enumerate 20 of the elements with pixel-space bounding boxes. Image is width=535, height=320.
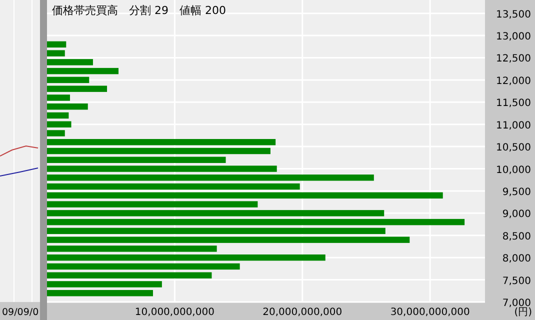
y-tick-label: 7,500 (502, 276, 531, 287)
y-tick-label: 8,000 (502, 254, 531, 265)
y-tick-label: 10,500 (496, 142, 531, 154)
y-tick-label: 11,500 (496, 98, 531, 110)
y-tick-label: 9,500 (502, 186, 531, 198)
chart-title: 価格帯売買高 分割 29 値幅 200 (52, 4, 226, 17)
y-tick-label: 12,000 (496, 76, 531, 87)
x-tick-label: 30,000,000,000 (390, 307, 470, 318)
x-tick-label: 20,000,000,000 (262, 307, 342, 318)
y-tick-label: 13,500 (496, 9, 531, 20)
y-tick-label: 8,500 (502, 231, 531, 242)
y-tick-label: 7,000 (502, 298, 531, 309)
y-tick-label: 13,000 (496, 32, 531, 43)
x-axis-title: (円) (514, 307, 532, 318)
text: 09/09/0 (2, 307, 39, 318)
y-tick-label: 9,000 (502, 209, 531, 220)
y-tick-label: 10,000 (496, 164, 531, 176)
y-tick-label: 12,500 (496, 54, 531, 65)
y-tick-label: 11,000 (496, 120, 531, 132)
x-tick-label: 10,000,000,000 (134, 307, 214, 318)
